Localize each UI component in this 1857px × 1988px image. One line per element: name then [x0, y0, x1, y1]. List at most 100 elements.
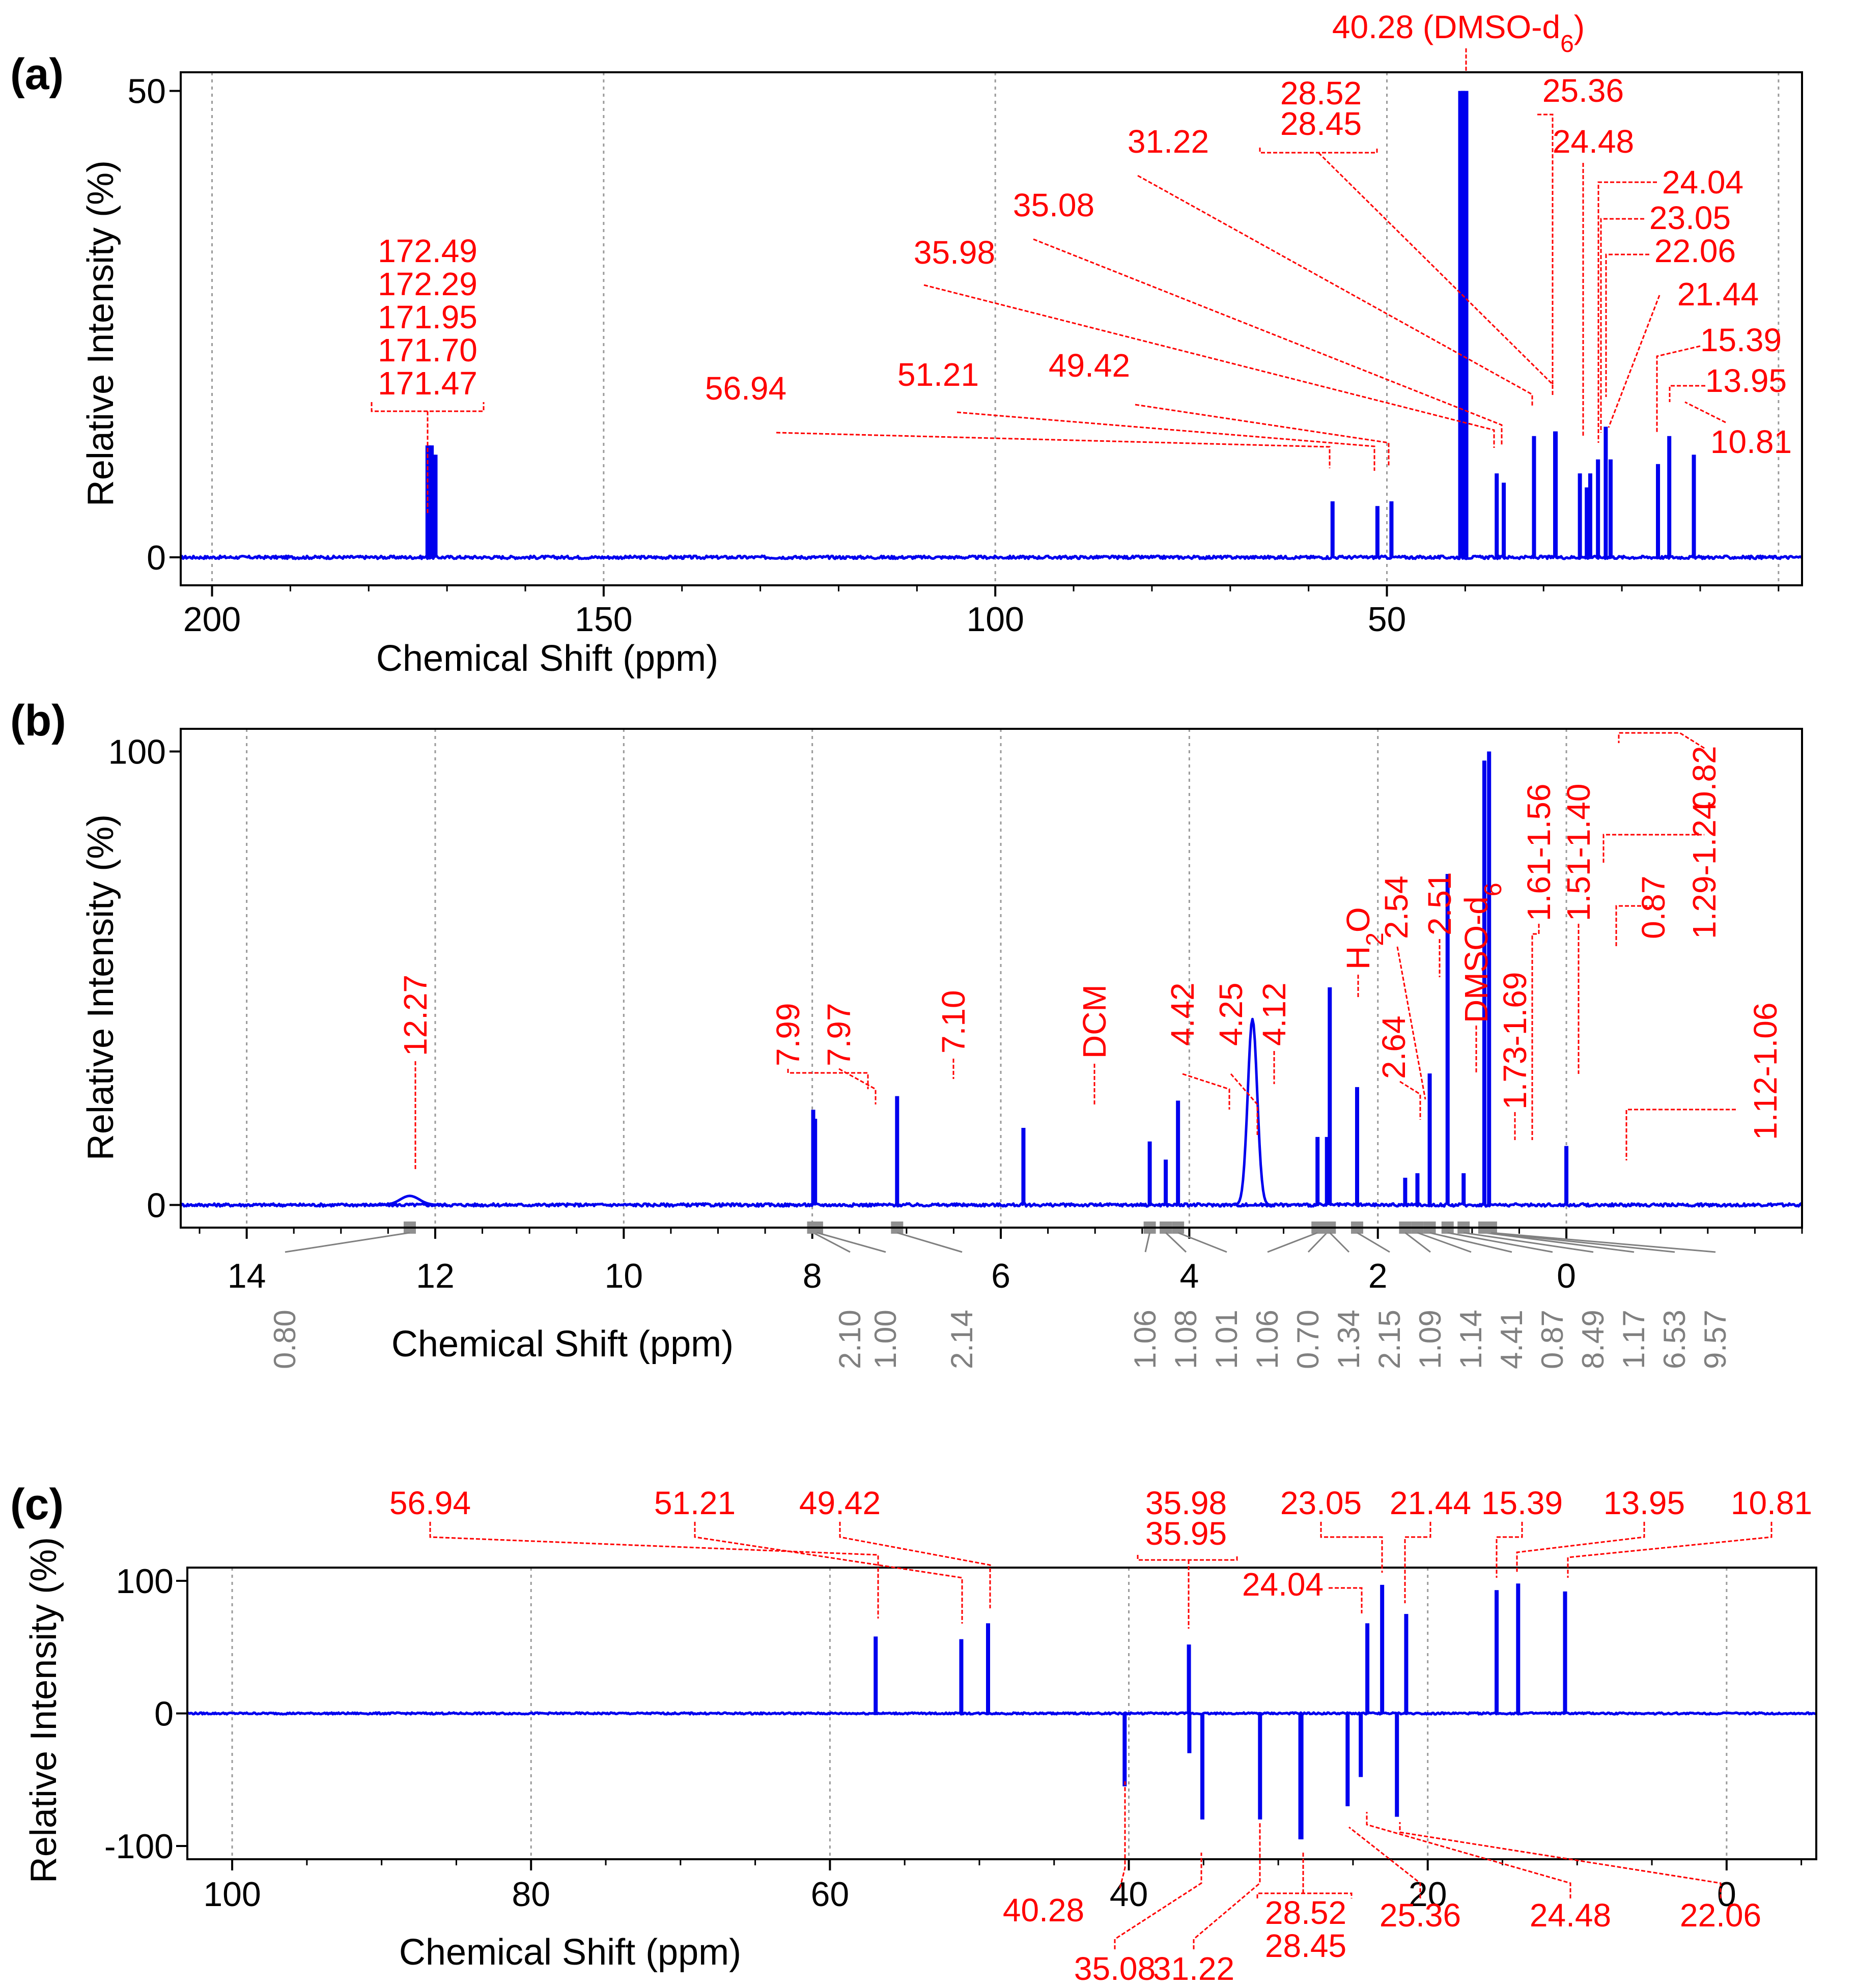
- label-c-13-95: 13.95: [1603, 1485, 1685, 1521]
- label-c-35-08: 35.08: [1074, 1950, 1156, 1987]
- label-c-31-22: 31.22: [1153, 1950, 1234, 1987]
- integral-line-9: [1329, 1232, 1350, 1253]
- label-c-21-44: 21.44: [1390, 1485, 1471, 1521]
- label-h2o: H2O: [1340, 907, 1389, 970]
- integral-line-7: [1267, 1232, 1318, 1253]
- integral-line-2: [817, 1232, 886, 1253]
- integral-value-16: 1.17: [1617, 1310, 1651, 1369]
- panel-b-spectrum: [179, 751, 1804, 1208]
- label-28-45: 28.45: [1280, 105, 1362, 142]
- integral-value-12: 1.14: [1454, 1310, 1488, 1369]
- panel-c-yticklabel-1: 0: [154, 1695, 174, 1734]
- leader-0-82: [1618, 732, 1705, 749]
- integral-line-15: [1464, 1232, 1594, 1253]
- label-25-36: 25.36: [1542, 72, 1624, 109]
- integral-line-1: [812, 1232, 851, 1253]
- integral-line-16: [1484, 1232, 1635, 1253]
- integral-value-9: 1.34: [1332, 1310, 1366, 1369]
- leader-c-51-21: [694, 1522, 963, 1624]
- panel-c-xticklabel-3: 40: [1110, 1875, 1148, 1914]
- label-7-10: 7.10: [935, 990, 972, 1054]
- integral-value-15: 8.49: [1576, 1310, 1610, 1369]
- label-dmso-d6: DMSO-d6: [1458, 883, 1507, 1023]
- label-1-29-1-24: 1.29-1.24: [1686, 802, 1723, 939]
- integral-line-13: [1429, 1232, 1512, 1253]
- leader-1-12: [1625, 1109, 1736, 1160]
- panel-a-xlabel: Chemical Shift (ppm): [376, 638, 718, 679]
- panel-c-letter: (c): [10, 1480, 64, 1529]
- label-4-42: 4.42: [1164, 982, 1201, 1046]
- leader-c-c2: [1256, 1892, 1353, 1898]
- panel-b-labels: 12.27 7.99 7.97 7.10 DCM 4.42 4.25 4.12 …: [397, 732, 1784, 1171]
- leader-1-61: [1531, 924, 1540, 1140]
- panel-b-xticklabel-7: 0: [1557, 1257, 1576, 1295]
- leader-25-36: [1537, 113, 1554, 387]
- panel-a-xticklabel-0: 200: [183, 600, 241, 639]
- panel-a-labels: 172.49 172.29 171.95 171.70 171.47 56.94…: [371, 9, 1792, 514]
- panel-b-xticklabel-0: 14: [228, 1257, 266, 1295]
- leader-c-56-94: [429, 1522, 879, 1618]
- label-1-61-1-56: 1.61-1.56: [1521, 784, 1557, 921]
- panel-b-xticklabel-3: 8: [803, 1257, 822, 1295]
- integral-line-17: [1487, 1232, 1675, 1253]
- label-31-22: 31.22: [1128, 123, 1209, 160]
- leader-c-35-08: [1114, 1853, 1202, 1949]
- label-13-95: 13.95: [1705, 362, 1787, 399]
- integral-value-10: 2.15: [1372, 1310, 1406, 1369]
- leader-2-54: [1396, 946, 1426, 1100]
- label-c-24-04: 24.04: [1242, 1566, 1324, 1603]
- leader-51-21: [956, 411, 1375, 471]
- label-12-27: 12.27: [397, 975, 434, 1056]
- leader-4-25: [1230, 1073, 1258, 1135]
- integral-line-4: [1144, 1232, 1151, 1253]
- leader-c-23-05: [1320, 1522, 1383, 1573]
- label-c-49-42: 49.42: [799, 1485, 881, 1521]
- leader-56-94: [776, 432, 1331, 468]
- panel-a-yticklabel-0: 0: [147, 538, 166, 577]
- leader-c-13-95: [1516, 1522, 1645, 1573]
- leader-a-c3: [1259, 148, 1378, 154]
- label-35-98: 35.98: [914, 234, 995, 271]
- leader-c-24-48: [1366, 1812, 1571, 1898]
- leader-13-95: [1669, 385, 1705, 402]
- panel-c-yticklabel-0: 100: [116, 1562, 174, 1601]
- label-dcm: DCM: [1076, 984, 1113, 1059]
- integral-line-14: [1447, 1232, 1553, 1253]
- panel-b-xticklabel-2: 10: [604, 1257, 643, 1295]
- label-c-23-05: 23.05: [1280, 1485, 1362, 1521]
- panel-c-gridlines: [231, 1568, 1728, 1859]
- integral-value-11: 1.09: [1413, 1310, 1447, 1369]
- leader-1-29: [1602, 834, 1704, 863]
- label-28-52: 28.52: [1280, 75, 1362, 111]
- leader-15-39: [1656, 345, 1701, 433]
- label-7-97: 7.97: [821, 1003, 857, 1066]
- label-2-51: 2.51: [1421, 872, 1458, 935]
- panel-c-ylabel: Relative Intensity (%): [23, 1537, 64, 1883]
- integral-value-8: 0.70: [1291, 1310, 1325, 1369]
- label-23-05: 23.05: [1649, 200, 1731, 236]
- integral-line-11: [1404, 1232, 1431, 1253]
- label-24-48: 24.48: [1553, 123, 1634, 160]
- panel-c-spectrum: [186, 1583, 1817, 1839]
- panel-a-frame: [180, 71, 1803, 586]
- panel-b-yticklabel-0: 0: [147, 1186, 166, 1225]
- panel-a-letter: (a): [10, 50, 64, 99]
- label-c-51-21: 51.21: [654, 1485, 736, 1521]
- integral-value-14: 0.87: [1535, 1310, 1569, 1369]
- leader-c-c1: [1137, 1555, 1238, 1561]
- panel-c-xticklabel-2: 60: [811, 1875, 850, 1914]
- panel-b-letter: (b): [10, 696, 66, 745]
- integral-line-6: [1177, 1232, 1227, 1253]
- panel-a-xticklabel-1: 150: [575, 600, 632, 639]
- panel-a-baseline: [180, 554, 1803, 560]
- panel-a-yticklabel-1: 50: [127, 72, 166, 111]
- integral-value-5: 1.08: [1169, 1310, 1203, 1369]
- leader-4-42: [1182, 1073, 1230, 1110]
- panel-c-yticklabel-2: -100: [104, 1827, 174, 1866]
- leader-28: [1317, 152, 1554, 397]
- label-22-06: 22.06: [1654, 233, 1736, 269]
- leader-23-05: [1600, 218, 1644, 433]
- leader-7-97: [838, 1068, 877, 1104]
- label-171-47: 171.47: [378, 365, 477, 402]
